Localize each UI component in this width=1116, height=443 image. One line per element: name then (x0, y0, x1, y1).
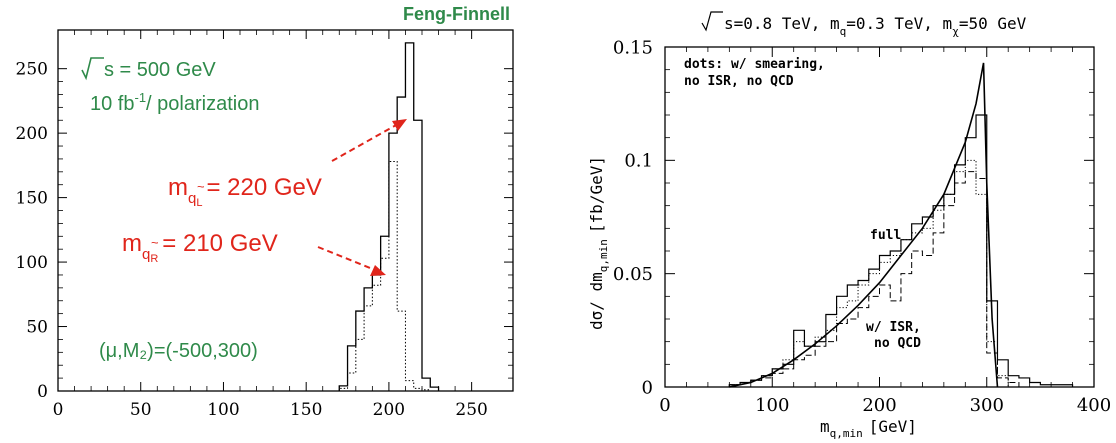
dots-note-2: no ISR, no QCD (684, 74, 794, 89)
title-main: s=0.8 TeV, m (724, 14, 840, 33)
lumi-post: / polarization (146, 93, 259, 115)
left-params: (μ,M₂)=(-500,300) (99, 340, 258, 362)
right-ylabel: dσ/ dmq,min [fb/GeV] (587, 156, 610, 330)
right-ytick-label: 0.15 (613, 37, 653, 58)
left-frame (57, 29, 514, 392)
mqL-val: = 220 GeV (206, 174, 321, 201)
dots-note-1: dots: w/ smearing, (684, 57, 825, 72)
title-m2-val: =50 GeV (959, 14, 1027, 33)
sqrt-symbol (81, 57, 104, 81)
left-xtick-label: 250 (455, 400, 487, 420)
arrowhead-mqL (392, 119, 407, 131)
right-ytick-label: 0.05 (613, 264, 653, 285)
mqR-val: = 210 GeV (162, 230, 277, 257)
right-ytick-label: 0.1 (624, 151, 653, 172)
left-series (338, 42, 440, 391)
left-xtick-label: 0 (53, 400, 64, 420)
ylabel-unit: [fb/GeV] (587, 156, 606, 233)
left-title: Feng-Finnell (403, 4, 510, 24)
left-ytick-label: 50 (26, 317, 48, 337)
svg-text:dσ/ dmq,min[fb/GeV]: dσ/ dmq,min [fb/GeV] (587, 156, 610, 330)
right-xtick-label: 400 (1077, 395, 1111, 416)
xlabel-unit: [GeV] (869, 417, 917, 436)
full-label: full (870, 228, 901, 243)
left-ytick-label: 0 (37, 382, 48, 402)
isr-label-1: w/ ISR, (866, 320, 921, 335)
left-ytick-label: 150 (16, 189, 48, 209)
right-series-ISR (728, 171, 1020, 387)
lumi-exp: -1 (134, 90, 146, 105)
right-series-smearing (728, 159, 1009, 387)
left-series-dotted (338, 161, 431, 391)
arrow-mqL (331, 123, 399, 162)
mqR-tilde: ~ (151, 235, 159, 250)
mqL-q: q (188, 190, 196, 207)
ylabel-main: dσ/ dm (587, 272, 606, 330)
svg-text:mqR= 210 GeV: mqR = 210 GeV (122, 230, 278, 265)
left-xtick-label: 100 (207, 400, 239, 420)
arrow-mqR (317, 246, 376, 271)
right-xlabel: mq,min [GeV] (820, 417, 917, 440)
lumi-pre: 10 fb (90, 93, 134, 115)
left-ytick-label: 250 (16, 60, 48, 80)
xlabel-sub: q,min (830, 427, 863, 440)
left-ytick-label: 200 (16, 124, 48, 144)
svg-text:10 fb-1/ polarization: 10 fb-1/ polarization (90, 90, 259, 115)
right-series (728, 62, 1074, 388)
xlabel-main: m (820, 417, 830, 436)
arrowhead-mqR (370, 265, 386, 276)
left-xtick-label: 200 (373, 400, 405, 420)
mqL-m: m (168, 174, 188, 201)
left-series-solid (338, 42, 440, 391)
right-xtick-label: 100 (755, 395, 789, 416)
right-xtick-label: 0 (659, 395, 670, 416)
title-sub2: χ (952, 25, 959, 38)
left-mqL-annotation: mqL = 220 GeV ~ (168, 174, 322, 209)
mqR-q: q (142, 246, 150, 263)
left-sqrt-annotation: s = 500 GeV (81, 57, 216, 81)
right-axes: 0 100 200 300 400 0 0.05 0.1 0.15 (613, 37, 1111, 416)
svg-text:mqL= 220 GeV: mqL = 220 GeV (168, 174, 322, 209)
title-m1-val: =0.3 TeV, m (846, 14, 952, 33)
right-series-theory (729, 62, 999, 388)
left-xtick-label: 50 (130, 400, 152, 420)
ylabel-sub: q,min (597, 239, 610, 272)
left-axes: 0 50 100 150 200 250 0 50 100 150 200 250 (16, 29, 514, 420)
mqR-m: m (122, 230, 142, 257)
left-mqR-annotation: mqR = 210 GeV ~ (122, 230, 278, 265)
sqrt-text: s = 500 GeV (104, 59, 216, 81)
mqL-tilde: ~ (197, 179, 205, 194)
svg-text:s=0.8 TeV, mq=0.3 TeV, mχ=50 G: s=0.8 TeV, mq=0.3 TeV, mχ=50 GeV (724, 14, 1027, 38)
right-xtick-label: 200 (862, 395, 896, 416)
title-sub1: q (840, 25, 847, 38)
title-sqrt-symbol (701, 11, 723, 32)
left-ytick-label: 100 (16, 253, 48, 273)
right-title: s=0.8 TeV, mq=0.3 TeV, mχ=50 GeV (701, 11, 1027, 38)
mqR-sub: R (150, 253, 158, 265)
left-lumi-annotation: 10 fb-1/ polarization (90, 90, 259, 115)
mqL-sub: L (196, 197, 202, 209)
svg-text:mq,min[GeV]: mq,min [GeV] (820, 417, 917, 440)
right-xtick-label: 300 (970, 395, 1004, 416)
isr-label-2: no QCD (874, 336, 921, 351)
left-xtick-label: 150 (290, 400, 322, 420)
right-ytick-label: 0 (642, 377, 653, 398)
